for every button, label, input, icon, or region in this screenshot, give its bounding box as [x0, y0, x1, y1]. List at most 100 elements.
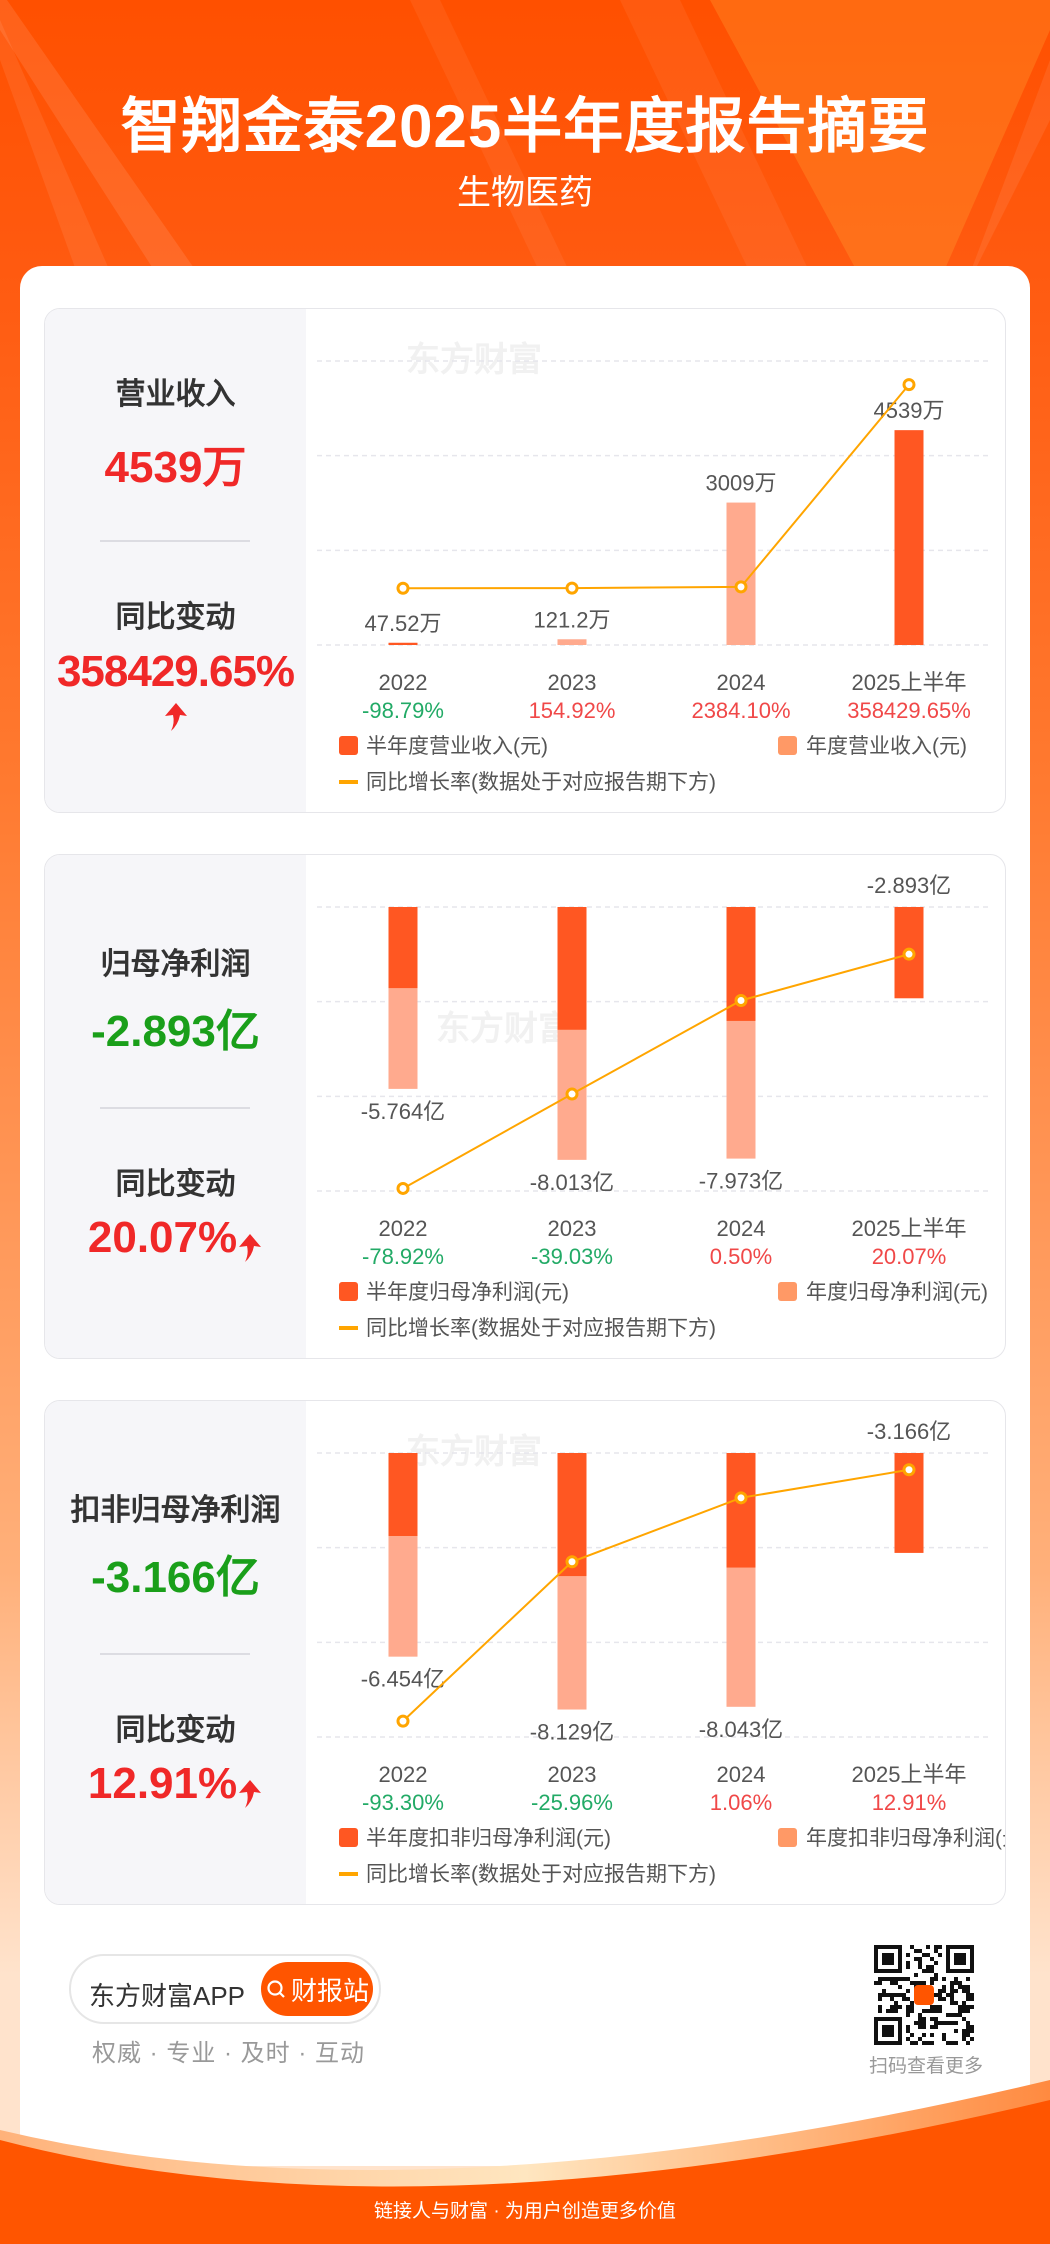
tagline: 权威 · 专业 · 及时 · 互动 [92, 2040, 365, 2067]
category-label: 2025上半年 [852, 1216, 967, 1241]
change-label: 同比变动 [115, 601, 236, 634]
up-arrow-icon [164, 703, 187, 731]
growth-point [902, 947, 916, 961]
legend-half-year: 半年度归母净利润(元) [366, 1281, 569, 1304]
growth-line [402, 1468, 910, 1722]
growth-label: -98.79% [362, 698, 444, 723]
metric-summary: 归母净利润 -2.893亿同比变动 20.07% [45, 855, 306, 1358]
industry-subtitle: 生物医药 [457, 174, 593, 212]
up-arrow-icon [239, 1779, 262, 1808]
chart-3: 东方财富 -6.454亿 2022 -93.30% -8.129亿 2023 -25.96%… [317, 1419, 1006, 1886]
growth-point [734, 993, 748, 1007]
legend-growth: 同比增长率(数据处于对应报告期下方) [366, 1863, 716, 1886]
up-arrow-icon [239, 1233, 262, 1262]
bar-annual [557, 639, 587, 645]
category-label: 2022 [379, 1762, 428, 1787]
category-label: 2024 [717, 1762, 766, 1787]
growth-label: 358429.65% [847, 698, 971, 723]
caibaozhan-search-button[interactable]: 财报站 [261, 1962, 373, 2016]
legend-growth: 同比增长率(数据处于对应报告期下方) [366, 1317, 716, 1340]
growth-label: -78.92% [362, 1244, 444, 1269]
value-label: -5.764亿 [361, 1099, 445, 1124]
divider [100, 540, 250, 542]
legend-annual: 年度扣非归母净利润(元) [806, 1827, 1006, 1850]
metric-value: -2.893亿 [91, 1007, 260, 1056]
growth-point [565, 1555, 579, 1569]
app-search-pill[interactable]: 东方财富APP 财报站 [69, 1954, 381, 2024]
value-label: 121.2万 [533, 607, 610, 632]
app-name: 东方财富APP [89, 1981, 246, 2011]
growth-label: 1.06% [710, 1790, 772, 1815]
category-label: 2024 [717, 1216, 766, 1241]
value-label: -8.013亿 [530, 1170, 614, 1195]
legend-swatch-half-year [339, 1828, 358, 1847]
metric-panel-3: 扣非归母净利润 -3.166亿 同比变动 12.91% 东方财富 -6.454亿 2022 -… [44, 1400, 1006, 1905]
qr-code-icon[interactable] [874, 1945, 974, 2045]
metric-label: 归母净利润 [100, 948, 251, 981]
bar-half-year [388, 907, 418, 989]
legend-swatch-annual [778, 1828, 797, 1847]
growth-label: -39.03% [531, 1244, 613, 1269]
legend-swatch-annual [778, 1282, 797, 1301]
bar-half-year [894, 430, 924, 645]
legend-annual: 年度归母净利润(元) [806, 1281, 988, 1304]
value-label: -3.166亿 [867, 1419, 951, 1444]
divider [100, 1653, 250, 1655]
value-label: -6.454亿 [361, 1667, 445, 1692]
growth-point [565, 1087, 579, 1101]
growth-label: 2384.10% [691, 698, 790, 723]
chart-1: 东方财富 47.52万 2022 -98.79% 121.2万 2023 154.92% 30… [317, 340, 992, 794]
metric-panel-1: 营业收入 4539万 同比变动 358429.65% 东方财富 47.52万 2022 -98… [44, 308, 1006, 813]
legend-half-year: 半年度营业收入(元) [366, 735, 548, 758]
category-label: 2022 [379, 1216, 428, 1241]
metric-label: 营业收入 [115, 378, 236, 411]
value-label: 4539万 [874, 398, 945, 423]
bottom-band [0, 2080, 1050, 2244]
value-label: -8.043亿 [699, 1717, 783, 1742]
metric-label: 扣非归母净利润 [70, 1494, 281, 1527]
change-value: 20.07% [87, 1213, 238, 1262]
category-label: 2023 [548, 670, 597, 695]
category-label: 2025上半年 [852, 1762, 967, 1787]
category-label: 2024 [717, 670, 766, 695]
divider [100, 1107, 250, 1109]
legend-growth: 同比增长率(数据处于对应报告期下方) [366, 771, 716, 794]
metric-summary: 营业收入 4539万 同比变动 358429.65% [45, 309, 306, 812]
category-label: 2023 [548, 1762, 597, 1787]
bar-half-year [388, 642, 418, 645]
metric-value: -3.166亿 [91, 1553, 260, 1602]
growth-point [902, 1463, 916, 1477]
bar-half-year [388, 1453, 418, 1536]
growth-label: -25.96% [531, 1790, 613, 1815]
page-title: 智翔金泰2025半年度报告摘要 [120, 93, 930, 160]
growth-line [402, 383, 910, 590]
search-button-label: 财报站 [290, 1975, 369, 2006]
value-label: -8.129亿 [530, 1720, 614, 1745]
category-label: 2022 [379, 670, 428, 695]
growth-line [402, 953, 910, 1190]
bar-half-year [726, 1453, 756, 1568]
watermark-logo: 东方财富 [406, 1432, 542, 1471]
change-value: 12.91% [87, 1759, 238, 1808]
value-label: -7.973亿 [699, 1169, 783, 1194]
legend-annual: 年度营业收入(元) [806, 735, 967, 758]
growth-point [902, 378, 916, 392]
qr-caption: 扫码查看更多 [868, 2056, 983, 2077]
growth-label: 0.50% [710, 1244, 772, 1269]
growth-label: 20.07% [872, 1244, 947, 1269]
growth-point [565, 581, 579, 595]
growth-point [396, 1714, 410, 1728]
metric-summary: 扣非归母净利润 -3.166亿 同比变动 12.91% [45, 1401, 306, 1904]
growth-label: 12.91% [872, 1790, 947, 1815]
growth-point [396, 581, 410, 595]
value-label: 47.52万 [364, 611, 441, 636]
value-label: 3009万 [706, 471, 777, 496]
legend-swatch-annual [778, 736, 797, 755]
legend-swatch-half-year [339, 736, 358, 755]
category-label: 2023 [548, 1216, 597, 1241]
growth-point [396, 1181, 410, 1195]
chart-2: 东方财富 -5.764亿 2022 -78.92% -8.013亿 2023 -39.03%… [317, 873, 992, 1340]
bar-half-year [557, 907, 587, 1030]
value-label: -2.893亿 [867, 873, 951, 898]
change-label: 同比变动 [115, 1168, 236, 1201]
